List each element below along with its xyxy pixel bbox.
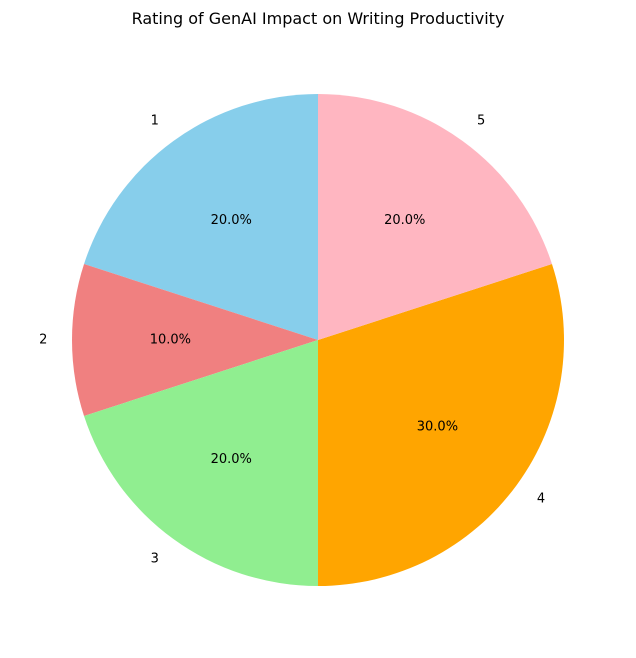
category-label-3: 3	[151, 551, 159, 566]
pie-labels: 20.0% 1 10.0% 2 20.0% 3 30.0% 4 20.0% 5	[39, 114, 545, 567]
percent-label-3: 20.0%	[211, 452, 252, 467]
category-label-2: 2	[39, 333, 47, 348]
pie-slice-5	[318, 94, 552, 340]
percent-label-4: 30.0%	[417, 419, 458, 434]
pie-slices	[71, 94, 564, 586]
pie-slice-2	[71, 263, 318, 417]
category-label-5: 5	[477, 114, 485, 129]
pie-slice-4	[318, 263, 564, 586]
pie-slice-3	[84, 340, 318, 586]
chart-title: Rating of GenAI Impact on Writing Produc…	[132, 9, 505, 28]
percent-label-2: 10.0%	[150, 333, 191, 348]
pie-slice-1	[84, 94, 318, 340]
category-label-4: 4	[537, 492, 545, 507]
percent-label-5: 20.0%	[384, 213, 425, 228]
percent-label-1: 20.0%	[211, 213, 252, 228]
category-label-1: 1	[151, 114, 159, 129]
